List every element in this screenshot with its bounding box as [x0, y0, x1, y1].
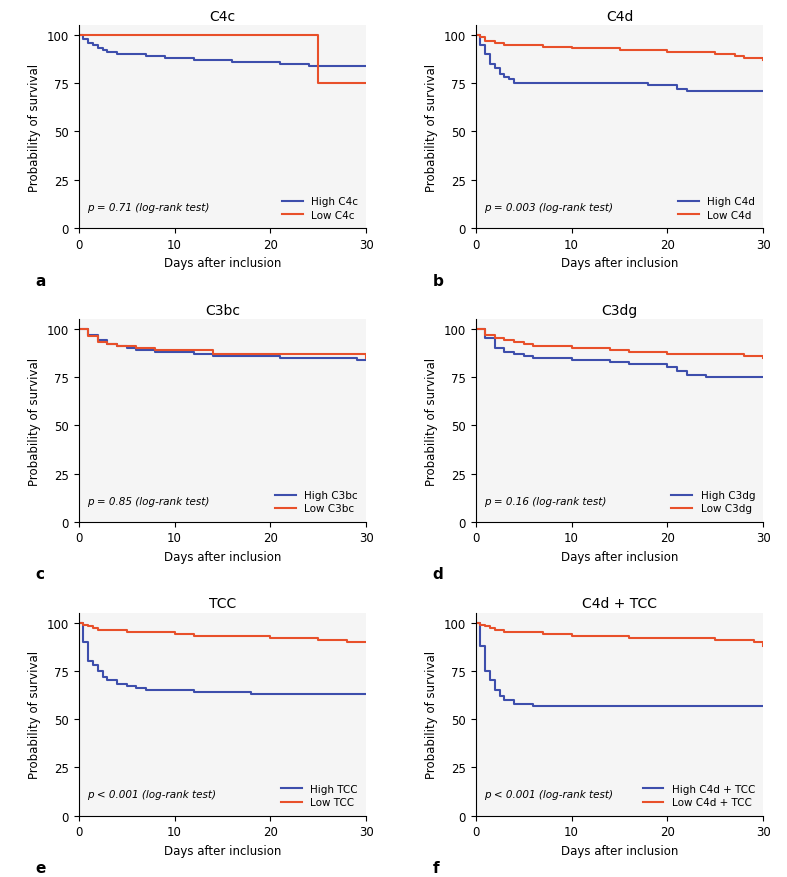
Title: C4d: C4d	[606, 10, 634, 24]
Text: f: f	[433, 860, 439, 875]
X-axis label: Days after inclusion: Days after inclusion	[164, 844, 281, 857]
Y-axis label: Probability of survival: Probability of survival	[28, 651, 41, 779]
Text: p = 0.16 (log-rank test): p = 0.16 (log-rank test)	[484, 496, 607, 506]
Text: d: d	[433, 567, 443, 581]
Y-axis label: Probability of survival: Probability of survival	[425, 357, 438, 485]
Text: p = 0.003 (log-rank test): p = 0.003 (log-rank test)	[484, 203, 613, 212]
Text: p < 0.001 (log-rank test): p < 0.001 (log-rank test)	[87, 789, 216, 800]
Title: TCC: TCC	[209, 596, 236, 610]
Legend: High TCC, Low TCC: High TCC, Low TCC	[278, 781, 361, 810]
X-axis label: Days after inclusion: Days after inclusion	[164, 551, 281, 563]
X-axis label: Days after inclusion: Days after inclusion	[561, 844, 678, 857]
Text: c: c	[35, 567, 45, 581]
Text: p < 0.001 (log-rank test): p < 0.001 (log-rank test)	[484, 789, 613, 800]
Y-axis label: Probability of survival: Probability of survival	[28, 357, 41, 485]
Title: C4d + TCC: C4d + TCC	[582, 596, 657, 610]
Legend: High C4d, Low C4d: High C4d, Low C4d	[675, 194, 758, 224]
Text: p = 0.71 (log-rank test): p = 0.71 (log-rank test)	[87, 203, 209, 212]
Text: e: e	[35, 860, 46, 875]
Text: p = 0.85 (log-rank test): p = 0.85 (log-rank test)	[87, 496, 209, 506]
Title: C4c: C4c	[209, 10, 235, 24]
Text: b: b	[433, 274, 443, 289]
Title: C3bc: C3bc	[205, 303, 240, 317]
Title: C3dg: C3dg	[601, 303, 637, 317]
X-axis label: Days after inclusion: Days after inclusion	[164, 257, 281, 270]
Y-axis label: Probability of survival: Probability of survival	[425, 651, 438, 779]
X-axis label: Days after inclusion: Days after inclusion	[561, 551, 678, 563]
Legend: High C3bc, Low C3bc: High C3bc, Low C3bc	[272, 488, 361, 517]
Y-axis label: Probability of survival: Probability of survival	[425, 63, 438, 191]
X-axis label: Days after inclusion: Days after inclusion	[561, 257, 678, 270]
Legend: High C3dg, Low C3dg: High C3dg, Low C3dg	[668, 488, 758, 517]
Text: a: a	[35, 274, 46, 289]
Legend: High C4c, Low C4c: High C4c, Low C4c	[279, 194, 361, 224]
Legend: High C4d + TCC, Low C4d + TCC: High C4d + TCC, Low C4d + TCC	[639, 781, 758, 810]
Y-axis label: Probability of survival: Probability of survival	[28, 63, 41, 191]
